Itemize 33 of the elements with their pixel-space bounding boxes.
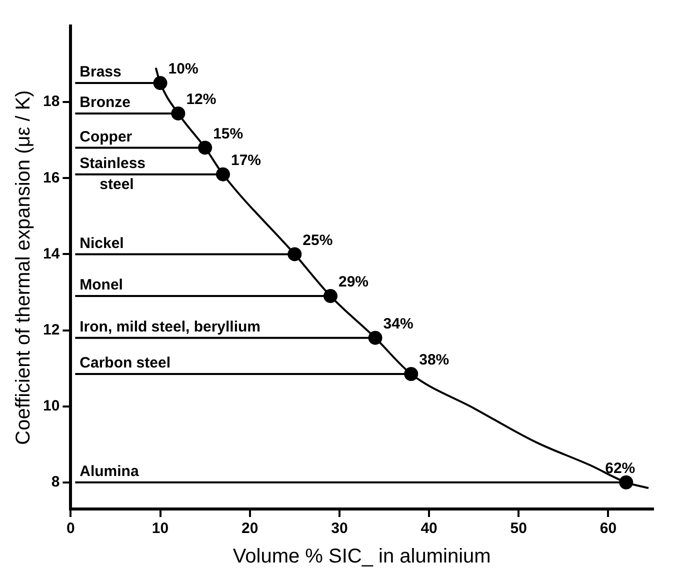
annotation: 12% — [186, 91, 216, 108]
x-tick-label: 50 — [510, 520, 527, 538]
y-tick-label: 10 — [42, 397, 60, 414]
x-tick-label: 60 — [600, 520, 617, 538]
y-tick-label: 8 — [51, 474, 60, 491]
annotation: 25% — [302, 232, 333, 249]
y-tick-label: 14 — [42, 245, 60, 262]
annotation: Nickel — [80, 234, 124, 252]
annotation: Brass — [80, 64, 122, 81]
y-tick-label: 16 — [42, 169, 60, 186]
annotation: 34% — [383, 316, 414, 332]
annotation: 62% — [605, 460, 636, 478]
annotation: Iron, mild steel, beryllium — [80, 318, 261, 336]
annotation: 10% — [168, 60, 198, 78]
y-axis-title: Coefficient of thermal expansion (με / K) — [12, 90, 35, 445]
annotation: 15% — [213, 125, 244, 142]
y-tick-label: 12 — [42, 321, 60, 338]
annotation: 17% — [230, 152, 262, 169]
annotation: Monel — [80, 276, 123, 294]
annotation: 38% — [419, 352, 450, 369]
annotation: 29% — [338, 274, 369, 291]
x-tick-label: 0 — [66, 520, 75, 538]
x-tick-label: 30 — [331, 520, 348, 538]
x-axis-title: Volume % SIC_ in aluminium — [232, 546, 491, 568]
x-tick-label: 20 — [242, 520, 258, 538]
annotation: Copper — [80, 128, 132, 146]
annotation: Stainless steel — [80, 154, 146, 193]
y-tick-label: 18 — [42, 93, 60, 110]
x-tick-label: 10 — [152, 520, 169, 538]
annotation: Carbon steel — [80, 354, 171, 372]
annotation: Bronze — [80, 94, 130, 112]
x-tick-label: 40 — [420, 520, 438, 538]
annotation: Alumina — [80, 463, 140, 480]
